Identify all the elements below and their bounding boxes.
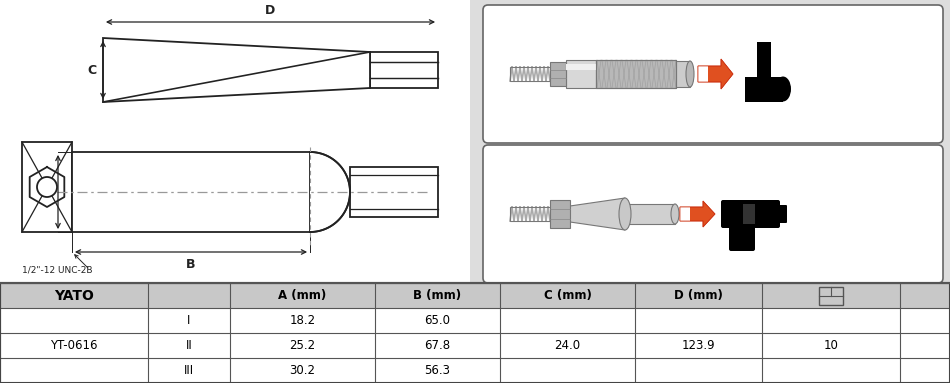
FancyBboxPatch shape xyxy=(483,145,943,283)
Bar xyxy=(900,333,950,358)
Bar xyxy=(0,0,470,283)
Text: III: III xyxy=(184,364,194,377)
Bar xyxy=(762,333,900,358)
Bar xyxy=(762,308,900,333)
Text: C (mm): C (mm) xyxy=(543,289,592,302)
FancyBboxPatch shape xyxy=(729,221,755,251)
Text: B: B xyxy=(186,258,196,271)
Text: YT-0616: YT-0616 xyxy=(50,339,98,352)
Bar xyxy=(900,283,950,308)
Bar xyxy=(230,283,375,308)
Bar xyxy=(698,66,708,82)
Text: C: C xyxy=(86,64,96,77)
Bar xyxy=(0,308,148,333)
Text: 10: 10 xyxy=(824,339,839,352)
Bar xyxy=(635,283,762,308)
Bar xyxy=(148,358,230,383)
Bar xyxy=(550,200,570,228)
Text: A (mm): A (mm) xyxy=(278,289,327,302)
Bar xyxy=(370,52,438,88)
Text: 123.9: 123.9 xyxy=(682,339,715,352)
Text: 67.8: 67.8 xyxy=(425,339,450,352)
Text: 1/2"-12 UNC-2B: 1/2"-12 UNC-2B xyxy=(22,265,92,275)
Polygon shape xyxy=(570,198,625,230)
Bar xyxy=(0,358,148,383)
Bar xyxy=(72,152,310,232)
Bar xyxy=(635,308,762,333)
Bar xyxy=(148,283,230,308)
Bar xyxy=(500,308,635,333)
Bar xyxy=(550,62,566,86)
Bar xyxy=(0,333,148,358)
Bar xyxy=(350,167,438,217)
Bar xyxy=(470,0,950,283)
Text: 24.0: 24.0 xyxy=(555,339,580,352)
Bar xyxy=(566,64,596,70)
FancyBboxPatch shape xyxy=(721,200,780,228)
Text: 18.2: 18.2 xyxy=(290,314,315,327)
Bar xyxy=(635,358,762,383)
Bar xyxy=(900,358,950,383)
Bar xyxy=(375,308,500,333)
Bar xyxy=(375,333,500,358)
Bar xyxy=(596,60,676,88)
Bar xyxy=(680,207,690,221)
Bar xyxy=(510,67,550,81)
FancyBboxPatch shape xyxy=(819,286,843,304)
Bar xyxy=(900,308,950,333)
Bar xyxy=(500,358,635,383)
Bar xyxy=(0,283,148,308)
Ellipse shape xyxy=(775,77,791,101)
Bar xyxy=(625,204,675,224)
Bar xyxy=(743,204,755,224)
Polygon shape xyxy=(103,38,370,102)
Circle shape xyxy=(37,177,57,197)
Bar xyxy=(148,308,230,333)
Text: D (mm): D (mm) xyxy=(674,289,723,302)
Ellipse shape xyxy=(619,198,631,230)
FancyBboxPatch shape xyxy=(767,205,787,223)
Text: 56.3: 56.3 xyxy=(425,364,450,377)
Ellipse shape xyxy=(671,204,679,224)
Bar xyxy=(0,283,950,383)
Polygon shape xyxy=(310,152,350,232)
Bar xyxy=(510,207,550,221)
Text: B (mm): B (mm) xyxy=(413,289,462,302)
Bar xyxy=(375,358,500,383)
Bar xyxy=(762,358,900,383)
FancyBboxPatch shape xyxy=(483,5,943,143)
Bar xyxy=(745,77,783,102)
Text: YATO: YATO xyxy=(54,288,94,303)
Text: 65.0: 65.0 xyxy=(425,314,450,327)
Bar xyxy=(230,333,375,358)
Polygon shape xyxy=(680,201,715,227)
Bar xyxy=(375,283,500,308)
Text: II: II xyxy=(185,339,192,352)
Bar xyxy=(566,60,596,88)
Text: 25.2: 25.2 xyxy=(290,339,315,352)
Bar xyxy=(757,42,771,77)
Text: 30.2: 30.2 xyxy=(290,364,315,377)
Ellipse shape xyxy=(686,61,694,87)
Bar xyxy=(635,333,762,358)
Polygon shape xyxy=(698,59,733,89)
Text: D: D xyxy=(265,4,275,17)
Bar xyxy=(230,358,375,383)
Bar xyxy=(762,283,900,308)
Bar xyxy=(230,308,375,333)
Bar xyxy=(500,283,635,308)
Text: A: A xyxy=(44,185,53,198)
Bar xyxy=(22,142,72,232)
Bar xyxy=(596,60,676,88)
Bar xyxy=(500,333,635,358)
Bar xyxy=(148,333,230,358)
Text: I: I xyxy=(187,314,191,327)
Bar xyxy=(676,61,690,87)
